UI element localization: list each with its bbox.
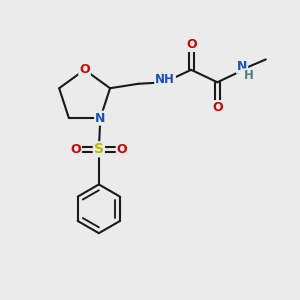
- Text: N: N: [95, 112, 106, 124]
- Text: NH: NH: [155, 73, 175, 86]
- Text: O: O: [70, 143, 81, 156]
- Text: O: O: [117, 143, 127, 156]
- Text: O: O: [79, 63, 90, 76]
- Text: N: N: [237, 60, 247, 73]
- Text: O: O: [186, 38, 196, 51]
- Text: O: O: [212, 101, 223, 114]
- Text: S: S: [94, 142, 104, 156]
- Text: H: H: [244, 69, 254, 82]
